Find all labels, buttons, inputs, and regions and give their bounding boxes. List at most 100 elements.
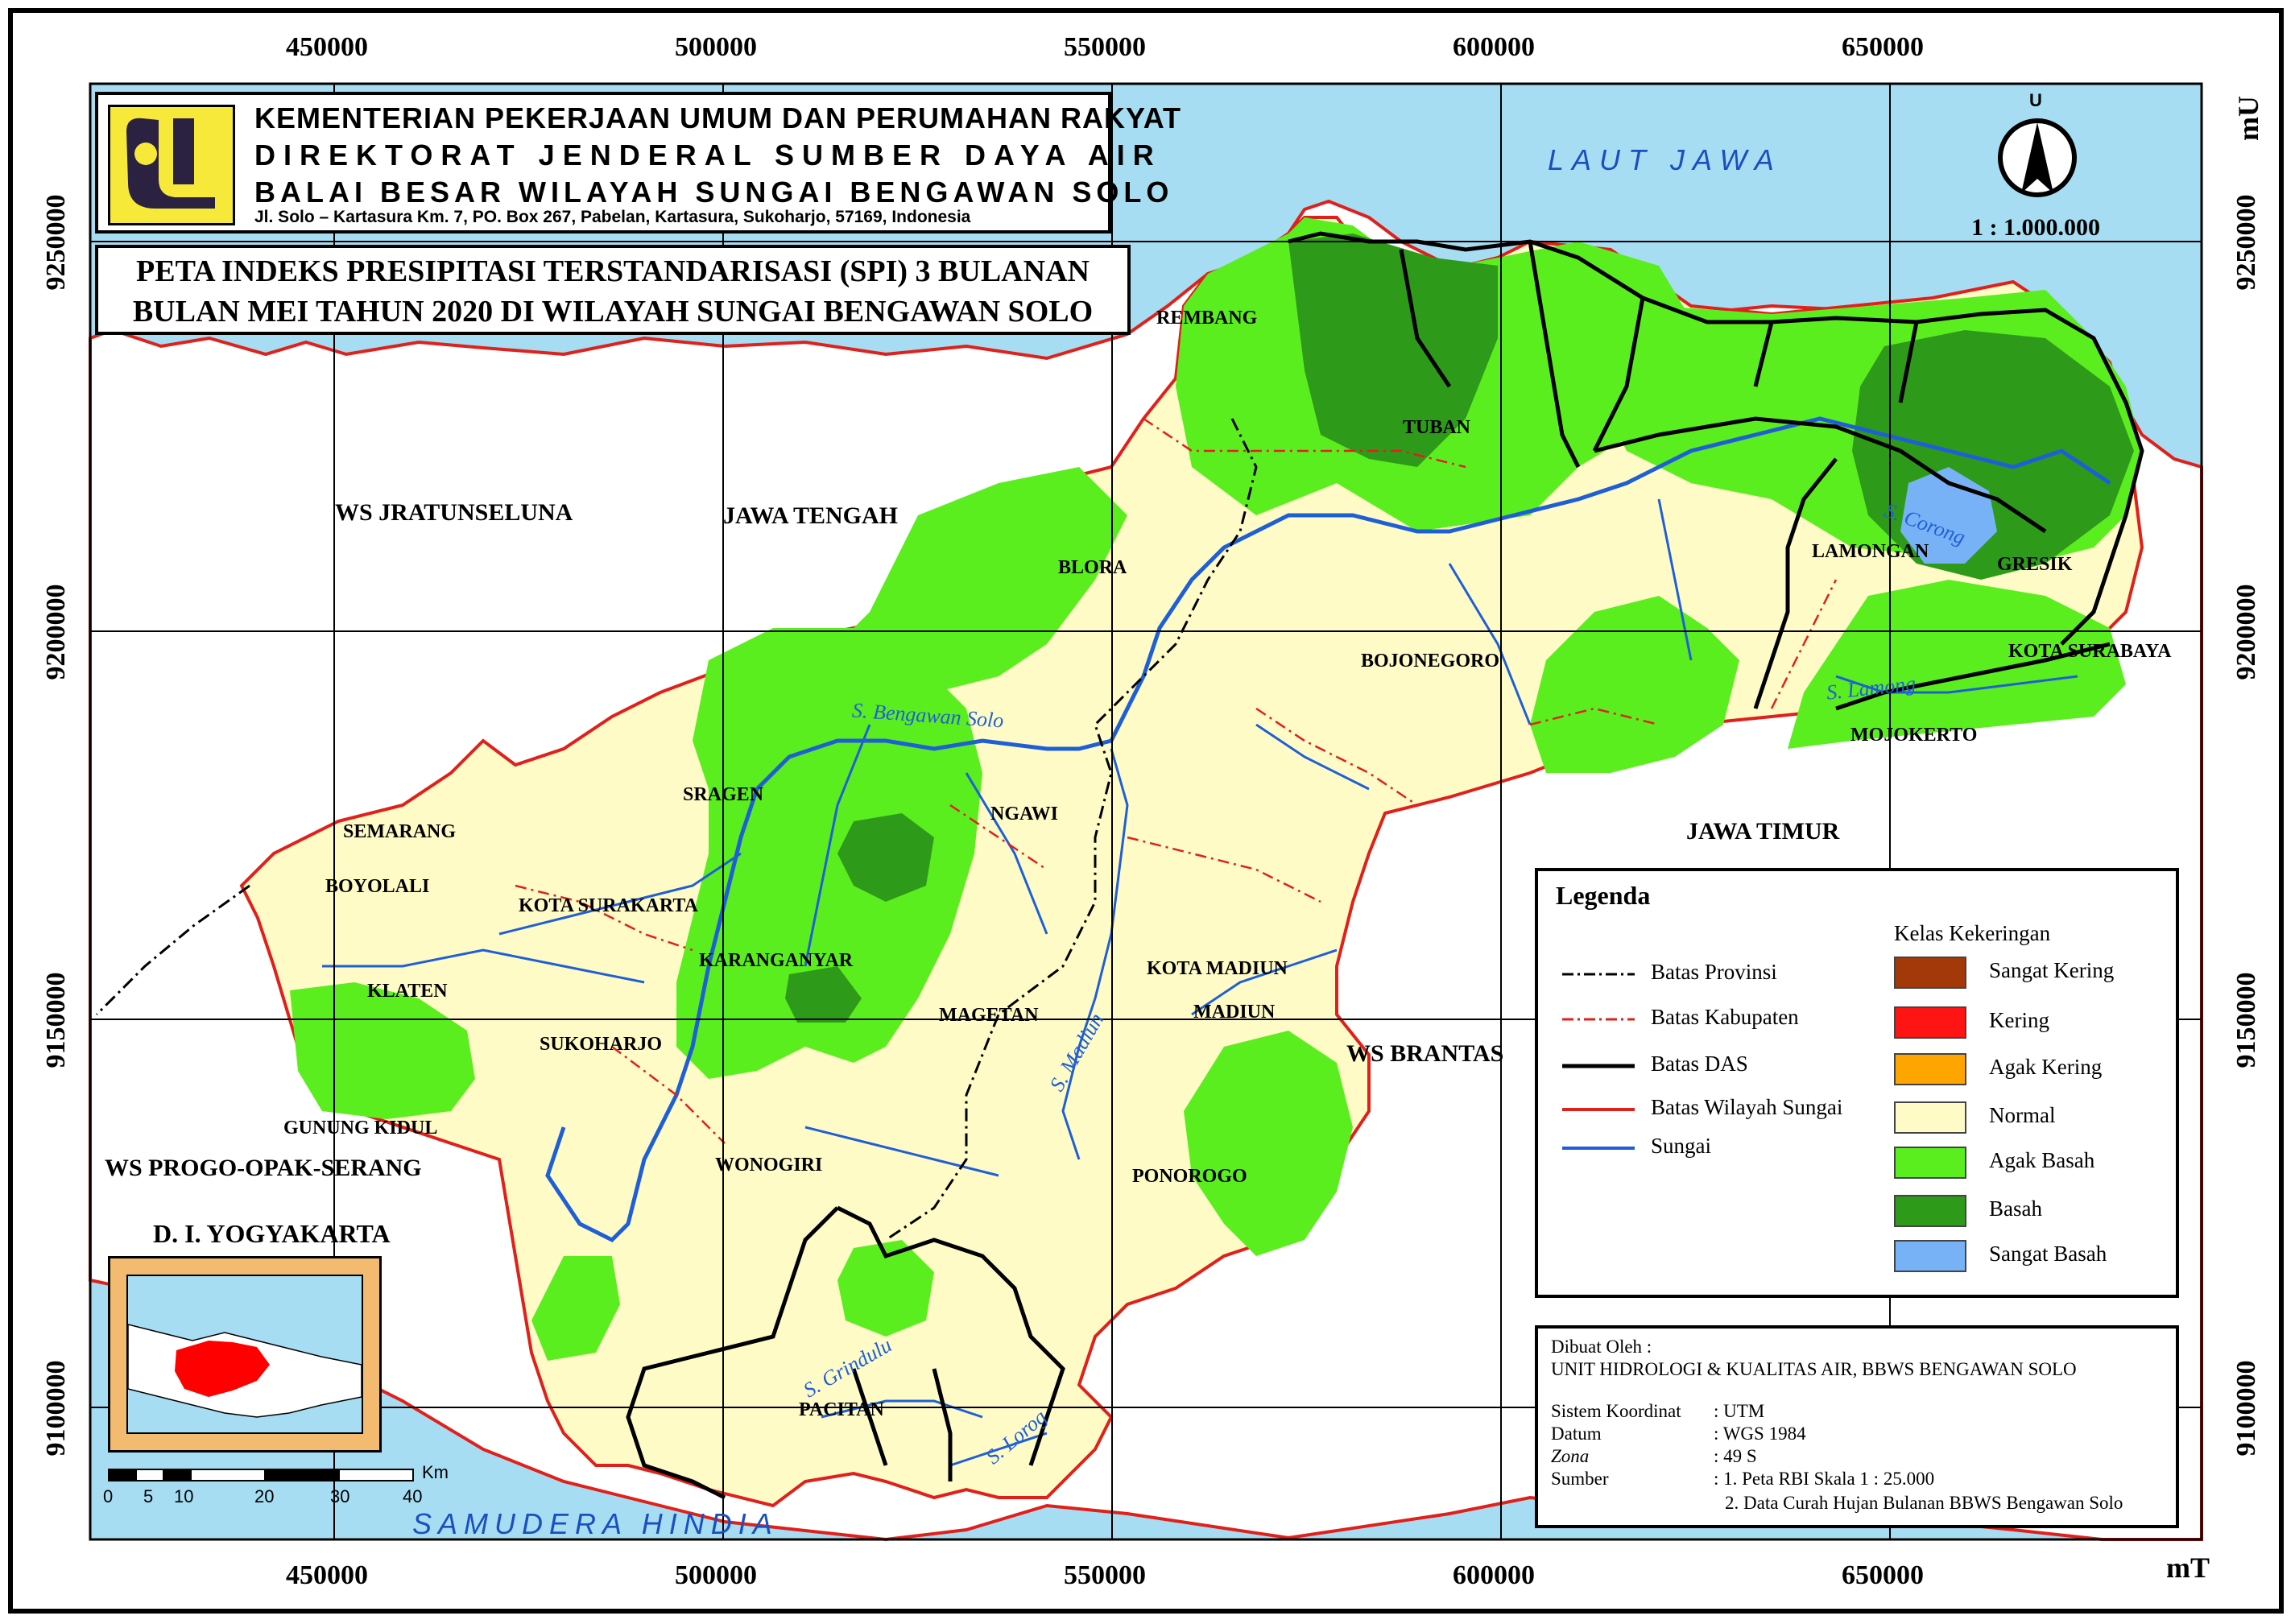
place-pacitan: PACITAN [799, 1399, 884, 1420]
place-ponorogo: PONOROGO [1132, 1166, 1247, 1187]
legend-class-agak-basah: Agak Basah [1989, 1148, 2095, 1172]
header-line-directorate: DIREKTORAT JENDERAL SUMBER DAYA AIR [254, 138, 1162, 171]
map-title-line1: PETA INDEKS PRESIPITASI TERSTANDARISASI … [136, 254, 1090, 288]
place-boyolali: BOYOLALI [325, 876, 430, 897]
credits-val-coordinate: : UTM [1714, 1401, 1765, 1421]
x-tick-top-550000: 550000 [1064, 32, 1146, 62]
legend-label-kabupaten: Batas Kabupaten [1651, 1005, 1799, 1029]
legend-class-normal: Normal [1989, 1103, 2056, 1127]
inset-map-frame [126, 1275, 363, 1434]
x-tick-top-450000: 450000 [286, 32, 368, 62]
legend-class-agak-kering: Agak Kering [1989, 1055, 2103, 1079]
scale-tick-0: 0 [103, 1486, 114, 1506]
place-madiun: MADIUN [1193, 1002, 1276, 1023]
region-jawa-timur: JAWA TIMUR [1686, 818, 1840, 845]
x-tick-top-600000: 600000 [1453, 32, 1535, 62]
scale-bar [108, 1469, 422, 1481]
legend-class-title: Kelas Kekeringan [1894, 921, 2051, 945]
header-line-ministry: KEMENTERIAN PEKERJAAN UMUM DAN PERUMAHAN… [254, 101, 1182, 134]
credits-val-source: : 1. Peta RBI Skala 1 : 25.000 [1714, 1469, 1935, 1489]
region-ws-brantas: WS BRANTAS [1346, 1040, 1504, 1067]
place-sukoharjo: SUKOHARJO [540, 1034, 663, 1055]
place-semarang: SEMARANG [343, 821, 457, 842]
north-letter: U [2029, 90, 2042, 110]
scale-tick-40: 40 [403, 1486, 423, 1506]
credits-key-zone: Zona [1551, 1446, 1590, 1466]
place-mojokerto: MOJOKERTO [1850, 725, 1978, 746]
region-jawa-tengah: JAWA TENGAH [723, 502, 899, 529]
legend-class-sangat-basah: Sangat Basah [1989, 1242, 2107, 1266]
credits-made-by: UNIT HIDROLOGI & KUALITAS AIR, BBWS BENG… [1551, 1359, 2077, 1379]
place-wonogiri: WONOGIRI [715, 1155, 823, 1176]
sea-label-north: LAUT JAWA [1548, 143, 1782, 176]
region-diy: D. I. YOGYAKARTA [153, 1219, 391, 1248]
header-line-balai: BALAI BESAR WILAYAH SUNGAI BENGAWAN SOLO [254, 176, 1174, 209]
place-blora: BLORA [1058, 557, 1127, 578]
region-ws-progo: WS PROGO-OPAK-SERANG [105, 1155, 422, 1181]
map-border [89, 82, 2203, 1541]
x-tick-top-500000: 500000 [675, 32, 757, 62]
legend-line-symbols [1562, 973, 1635, 1150]
province-boundary-west [95, 884, 250, 1016]
credits-key-datum: Datum [1551, 1424, 1602, 1444]
map-credits: Dibuat Oleh : UNIT HIDROLOGI & KUALITAS … [1535, 1325, 2179, 1528]
legend-swatch-normal [1894, 1101, 1966, 1134]
sea-label-south: SAMUDERA HINDIA [412, 1507, 779, 1540]
credits-source-2: 2. Data Curah Hujan Bulanan BBWS Bengawa… [1725, 1493, 2123, 1513]
pupr-logo-icon [108, 105, 235, 225]
place-ngawi: NGAWI [990, 804, 1059, 824]
credits-val-zone: : 49 S [1714, 1446, 1757, 1466]
x-tick-bottom-500000: 500000 [675, 1560, 757, 1590]
place-tuban: TUBAN [1403, 417, 1471, 438]
place-gresik: GRESIK [1997, 554, 2073, 575]
place-kota-madiun: KOTA MADIUN [1147, 958, 1288, 979]
place-karanganyar: KARANGANYAR [699, 950, 854, 971]
place-magetan: MAGETAN [939, 1005, 1039, 1026]
x-tick-bottom-450000: 450000 [286, 1560, 368, 1590]
place-klaten: KLATEN [367, 981, 448, 1002]
river-network [322, 416, 2111, 1467]
legend: Legenda Kelas Kekeringan Batas Provinsi … [1535, 868, 2179, 1298]
scale-tick-20: 20 [254, 1486, 275, 1506]
legend-swatch-agak-kering [1894, 1053, 1966, 1085]
map-scale-text: 1 : 1.000.000 [1971, 214, 2100, 241]
scale-tick-30: 30 [330, 1486, 350, 1506]
credits-val-datum: : WGS 1984 [1714, 1424, 1806, 1444]
legend-swatch-kering [1894, 1006, 1966, 1039]
place-kota-surakarta: KOTA SURAKARTA [519, 895, 698, 916]
region-ws-jratunseluna: WS JRATUNSELUNA [335, 499, 573, 526]
legend-label-provinsi: Batas Provinsi [1651, 960, 1777, 984]
province-boundary [885, 418, 1258, 1242]
legend-swatch-sangat-kering [1894, 957, 1966, 989]
x-unit-label: mT [2166, 1552, 2210, 1584]
das-boundaries [626, 231, 2144, 1500]
credits-key-coordinate: Sistem Koordinat [1551, 1401, 1681, 1421]
map-title: PETA INDEKS PRESIPITASI TERSTANDARISASI … [95, 245, 1131, 335]
credits-key-source: Sumber [1551, 1469, 1609, 1489]
x-tick-bottom-600000: 600000 [1453, 1560, 1535, 1590]
scale-tick-10: 10 [174, 1486, 194, 1506]
place-lamongan: LAMONGAN [1812, 541, 1929, 562]
credits-made-by-label: Dibuat Oleh : [1551, 1337, 1652, 1357]
place-bojonegoro: BOJONEGORO [1361, 651, 1500, 672]
legend-class-kering: Kering [1989, 1008, 2049, 1032]
legend-label-das: Batas DAS [1651, 1052, 1748, 1076]
inset-study-area [175, 1341, 270, 1397]
outer-frame [8, 8, 2284, 1614]
x-tick-bottom-550000: 550000 [1064, 1560, 1146, 1590]
legend-swatch-basah [1894, 1195, 1966, 1227]
place-rembang: REMBANG [1156, 308, 1258, 329]
place-sragen: SRAGEN [683, 784, 764, 805]
institution-header: KEMENTERIAN PEKERJAAN UMUM DAN PERUMAHAN… [95, 92, 1181, 233]
legend-class-basah: Basah [1989, 1196, 2042, 1221]
x-tick-bottom-650000: 650000 [1842, 1560, 1924, 1590]
legend-label-wilayah-sungai: Batas Wilayah Sungai [1651, 1095, 1843, 1119]
legend-class-sangat-kering: Sangat Kering [1989, 958, 2115, 982]
legend-label-sungai: Sungai [1651, 1134, 1712, 1158]
map-title-line2: BULAN MEI TAHUN 2020 DI WILAYAH SUNGAI B… [132, 295, 1094, 329]
legend-swatch-agak-basah [1894, 1147, 1966, 1179]
kabupaten-boundaries [515, 417, 1838, 1144]
legend-swatch-sangat-basah [1894, 1240, 1966, 1272]
header-line-address: Jl. Solo – Kartasura Km. 7, PO. Box 267,… [254, 208, 971, 226]
scale-tick-5: 5 [143, 1486, 154, 1506]
